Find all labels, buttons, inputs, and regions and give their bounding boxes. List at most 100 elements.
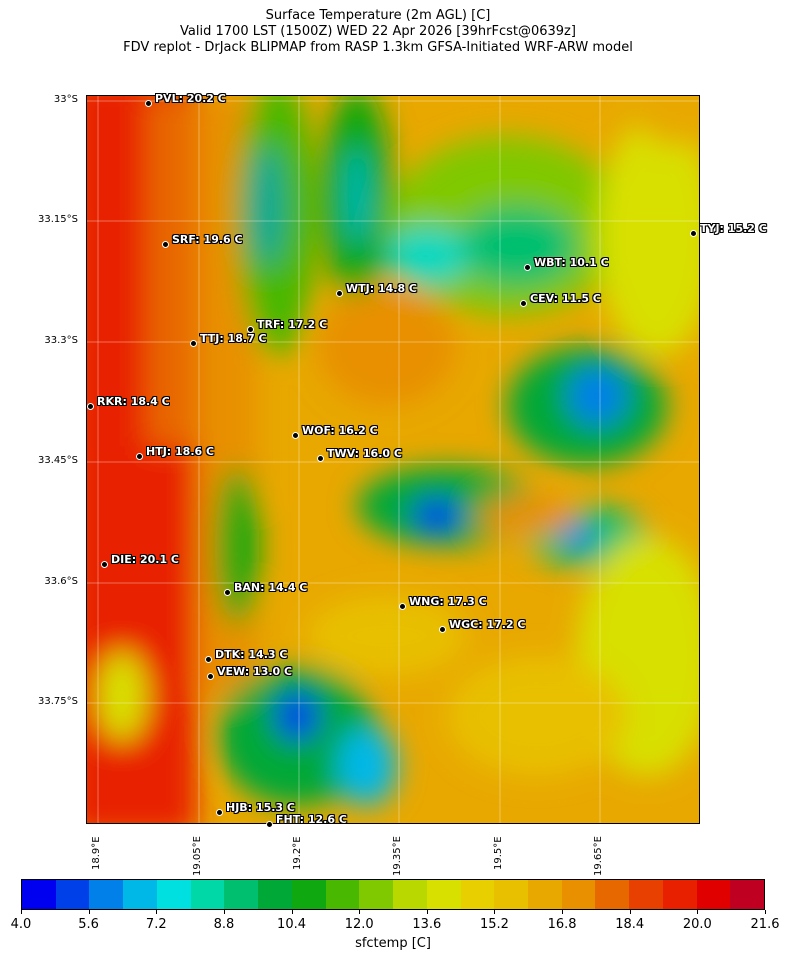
colorbar-tick-label: 21.6 [750, 917, 780, 932]
station-label: TYJ: 15.2 C [700, 222, 767, 235]
colorbar-label: sfctemp [C] [355, 936, 431, 951]
station-marker [87, 403, 94, 410]
colorbar-tick-mark [697, 910, 699, 914]
colorbar-tick-mark [291, 910, 293, 914]
lat-label: 33.75°S [38, 696, 78, 707]
lat-label: 33°S [53, 94, 78, 105]
colorbar-bin [89, 880, 124, 909]
station-marker [207, 673, 214, 680]
station-label: DIE: 20.1 C [111, 553, 180, 566]
station-marker [524, 264, 531, 271]
station-label: HJB: 15.3 C [226, 801, 295, 814]
colorbar-tick-label: 15.2 [479, 917, 509, 932]
colorbar-bin [629, 880, 663, 909]
title-line-1: Surface Temperature (2m AGL) [C] [265, 8, 491, 23]
lat-label: 33.45°S [38, 455, 78, 466]
colorbar-tick-label: 8.8 [213, 917, 235, 932]
station-marker [136, 453, 143, 460]
lon-label: 19.65°E [593, 836, 604, 876]
station-label: RKR: 18.4 C [97, 395, 170, 408]
station-marker [101, 561, 108, 568]
colorbar-bin [730, 880, 765, 909]
station-label: WGC: 17.2 C [449, 618, 526, 631]
temperature-map [86, 95, 700, 824]
station-label: SRF: 19.6 C [172, 233, 243, 246]
station-label: WBT: 10.1 C [534, 256, 609, 269]
colorbar-tick-mark [359, 910, 361, 914]
colorbar-tick-mark [765, 910, 766, 914]
station-marker [145, 100, 152, 107]
colorbar-tick-label: 10.4 [277, 917, 307, 932]
colorbar-tick-label: 4.0 [10, 917, 32, 932]
colorbar-tick-label: 16.8 [547, 917, 577, 932]
station-label: PVL: 20.2 C [155, 92, 226, 105]
title-line-2: Valid 1700 LST (1500Z) WED 22 Apr 2026 [… [180, 24, 576, 39]
lon-label: 19.05°E [192, 836, 203, 876]
colorbar-bin [325, 880, 360, 909]
lon-label: 19.5°E [493, 836, 504, 870]
lat-label: 33.6°S [44, 576, 78, 587]
lat-label: 33.15°S [38, 214, 78, 225]
station-label: WTJ: 14.8 C [346, 282, 418, 295]
station-marker [205, 656, 212, 663]
station-marker [336, 290, 343, 297]
colorbar-bin [595, 880, 630, 909]
station-label: BAN: 14.4 C [234, 581, 308, 594]
colorbar-tick-mark [562, 910, 564, 914]
colorbar-bin [291, 880, 326, 909]
station-label: WOF: 16.2 C [302, 424, 378, 437]
station-marker [690, 230, 697, 237]
station-label: TRF: 17.2 C [257, 318, 328, 331]
colorbar-tick-label: 13.6 [412, 917, 442, 932]
colorbar-tick-mark [426, 910, 428, 914]
lon-label: 19.35°E [392, 836, 403, 876]
station-marker [399, 603, 406, 610]
station-marker [247, 326, 254, 333]
colorbar-bin [460, 880, 495, 909]
station-marker [216, 809, 223, 816]
colorbar-bin [123, 880, 157, 909]
station-marker [520, 300, 527, 307]
colorbar-tick-label: 12.0 [344, 917, 374, 932]
station-label: HTJ: 18.6 C [146, 445, 215, 458]
colorbar-tick-mark [156, 910, 158, 914]
colorbar-bin [55, 880, 90, 909]
colorbar-bin [426, 880, 461, 909]
station-label: TTJ: 18.7 C [200, 332, 267, 345]
lat-label: 33.3°S [44, 335, 78, 346]
colorbar-tick-mark [88, 910, 90, 914]
colorbar-bin [359, 880, 394, 909]
station-marker [317, 455, 324, 462]
station-marker [266, 821, 273, 828]
colorbar [21, 879, 765, 910]
colorbar-bin [156, 880, 191, 909]
colorbar-tick-label: 7.2 [145, 917, 167, 932]
colorbar-tick-label: 20.0 [682, 917, 712, 932]
station-label: VEW: 13.0 C [217, 665, 293, 678]
lon-label: 18.9°E [91, 836, 102, 870]
colorbar-bin [662, 880, 697, 909]
title-line-3: FDV replot - DrJack BLIPMAP from RASP 1.… [123, 40, 633, 55]
colorbar-bin [190, 880, 225, 909]
station-label: WNG: 17.3 C [409, 595, 487, 608]
colorbar-tick-mark [494, 910, 496, 914]
station-label: DTK: 14.3 C [215, 648, 288, 661]
station-label: FHT: 12.6 C [276, 813, 347, 826]
temperature-field [87, 96, 699, 823]
colorbar-tick-mark [21, 910, 22, 914]
colorbar-bin [393, 880, 427, 909]
colorbar-bin [528, 880, 562, 909]
station-marker [292, 432, 299, 439]
station-marker [224, 589, 231, 596]
colorbar-bin [561, 880, 596, 909]
colorbar-tick-mark [223, 910, 225, 914]
colorbar-tick-label: 18.4 [615, 917, 645, 932]
colorbar-bin [22, 880, 56, 909]
colorbar-bin [224, 880, 259, 909]
colorbar-tick-mark [629, 910, 631, 914]
station-marker [439, 626, 446, 633]
colorbar-bin [696, 880, 731, 909]
colorbar-tick-label: 5.6 [78, 917, 99, 932]
station-marker [162, 241, 169, 248]
